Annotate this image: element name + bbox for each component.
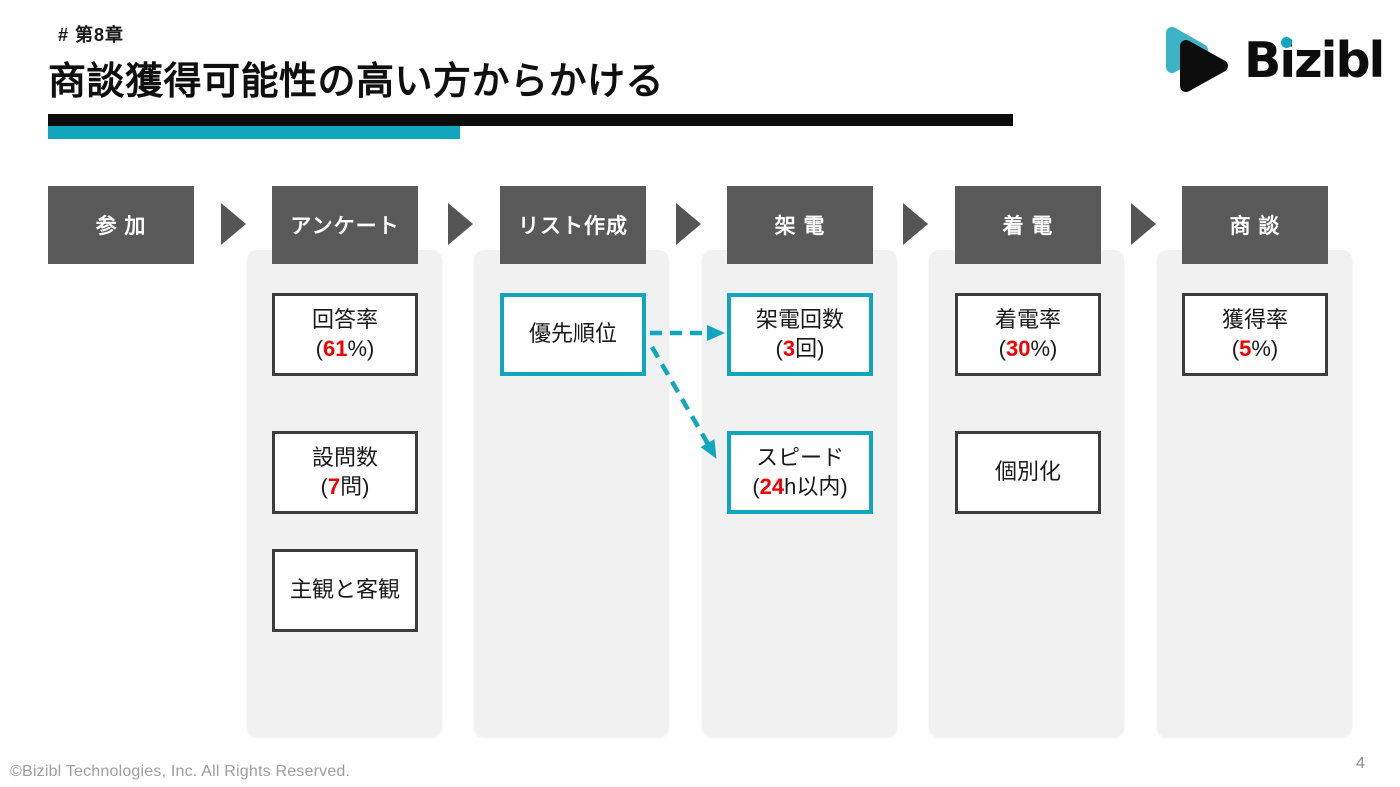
metric-title: スピード: [755, 445, 844, 471]
stage-header-participation: 参 加: [48, 186, 194, 264]
value-suffix: %): [1030, 335, 1058, 361]
title-underline-teal: [48, 126, 460, 139]
metric-box-answer-rate: 着電率 (30%): [955, 293, 1101, 376]
bizibl-logo: Bizibl: [1160, 24, 1385, 97]
footer-copyright: ©Bizibl Technologies, Inc. All Rights Re…: [10, 763, 351, 780]
stage-header-list-creation: リスト作成: [500, 186, 646, 264]
metric-value: (5%): [1232, 335, 1278, 363]
value-prefix: (: [752, 473, 760, 499]
stage-header-outbound-call: 架 電: [727, 186, 873, 264]
value-suffix: 回): [795, 335, 825, 361]
metric-box-question-count: 設問数 (7問): [272, 431, 418, 514]
title-underline-black: [48, 114, 1013, 126]
value-number: 24: [759, 473, 785, 499]
value-number: 7: [327, 473, 341, 499]
metric-box-subjective-objective: 主観と客観: [272, 549, 418, 632]
metric-title: 回答率: [311, 307, 378, 333]
value-prefix: (: [775, 335, 783, 361]
value-suffix: 問): [340, 473, 370, 499]
stage-header-survey: アンケート: [272, 186, 418, 264]
flow-arrow-icon: [676, 203, 701, 245]
logo-i-dot-icon: [1281, 36, 1292, 48]
metric-box-personalization: 個別化: [955, 431, 1101, 514]
page-number: 4: [1356, 755, 1365, 772]
metric-title: 優先順位: [528, 321, 617, 347]
metric-title: 設問数: [311, 445, 378, 471]
flow-arrow-icon: [221, 203, 246, 245]
value-suffix: %): [1251, 335, 1279, 361]
metric-box-acquisition-rate: 獲得率 (5%): [1182, 293, 1328, 376]
value-suffix: %): [347, 335, 375, 361]
value-suffix: h以内): [784, 473, 848, 499]
stage-header-business-meeting: 商 談: [1182, 186, 1328, 264]
metric-title: 獲得率: [1221, 307, 1288, 333]
stage-header-call-received: 着 電: [955, 186, 1101, 264]
metric-value: (61%): [316, 335, 375, 363]
metric-box-call-attempts: 架電回数 (3回): [727, 293, 873, 376]
logo-text: Bizibl: [1244, 31, 1385, 89]
value-prefix: (: [998, 335, 1006, 361]
logo-text-wrap: Bizibl: [1244, 36, 1385, 85]
flow-arrow-icon: [448, 203, 473, 245]
flow-arrow-icon: [903, 203, 928, 245]
value-prefix: (: [320, 473, 328, 499]
metric-value: (7問): [321, 473, 370, 501]
value-prefix: (: [315, 335, 323, 361]
metric-title: 個別化: [994, 459, 1061, 485]
metric-title: 主観と客観: [289, 577, 400, 603]
chapter-label: # 第8章: [58, 25, 125, 45]
value-prefix: (: [1231, 335, 1240, 361]
value-number: 5: [1239, 335, 1252, 361]
metric-value: (30%): [999, 335, 1058, 363]
value-number: 30: [1005, 335, 1031, 361]
metric-title: 架電回数: [755, 307, 844, 333]
metric-value: (24h以内): [752, 473, 847, 501]
value-number: 61: [322, 335, 348, 361]
metric-box-priority: 優先順位: [500, 293, 646, 376]
value-number: 3: [782, 335, 796, 361]
metric-box-response-rate: 回答率 (61%): [272, 293, 418, 376]
metric-box-speed: スピード (24h以内): [727, 431, 873, 514]
metric-value: (3回): [776, 335, 825, 363]
logo-play-icon: [1160, 24, 1242, 97]
flow-arrow-icon: [1131, 203, 1156, 245]
page-title: 商談獲得可能性の高い方からかける: [48, 61, 665, 103]
metric-title: 着電率: [994, 307, 1061, 333]
